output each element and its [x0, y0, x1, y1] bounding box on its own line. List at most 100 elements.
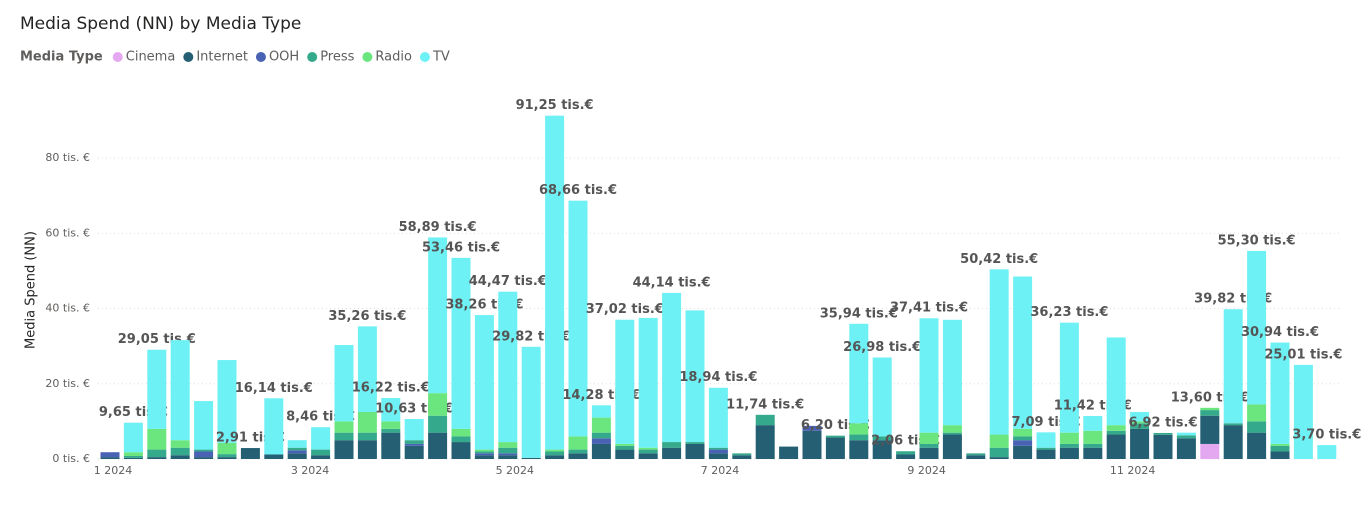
bar-segment	[170, 340, 190, 441]
bar-segment	[591, 438, 611, 444]
legend-swatch	[255, 52, 266, 62]
bar-segment	[1036, 449, 1056, 459]
bar-segment	[708, 449, 728, 454]
bar-segment	[217, 442, 237, 455]
bar-segment	[638, 449, 658, 454]
bar-segment	[685, 442, 705, 444]
bar-segment	[123, 457, 143, 459]
bar-segment	[334, 421, 354, 433]
total-label: 30,94 tis.€	[1241, 325, 1319, 340]
bar-segment	[381, 397, 401, 422]
bar-segment	[240, 448, 260, 459]
bar-segment	[989, 269, 1009, 435]
x-tick-label: 11 2024	[1110, 464, 1156, 477]
bar-segment	[662, 292, 682, 443]
bar-segment	[802, 425, 822, 431]
bar-segment	[685, 443, 705, 459]
bar-segment	[1317, 445, 1337, 459]
legend-label: Radio	[375, 50, 412, 65]
bar-segment	[755, 425, 775, 459]
bar-segment	[498, 447, 518, 454]
total-label: 16,22 tis.€	[352, 380, 430, 395]
bar-segment	[708, 453, 728, 459]
bar-segment	[287, 450, 307, 454]
bar-segment	[1270, 445, 1290, 452]
bar-segment	[1013, 436, 1033, 441]
bar-segment	[872, 440, 892, 459]
bar-segment	[1130, 428, 1150, 459]
bar-segment	[568, 453, 588, 459]
bar-segment	[498, 455, 518, 459]
bar-segment	[1059, 432, 1079, 444]
bar-segment	[100, 457, 120, 459]
bar-segment	[802, 430, 822, 459]
bar-segment	[381, 432, 401, 459]
bar-segment	[942, 432, 962, 435]
total-label: 25,01 tis.€	[1264, 347, 1342, 362]
bar-segment	[311, 427, 331, 450]
bar-segment	[591, 417, 611, 433]
bar-segment	[849, 440, 869, 459]
bar-segment	[545, 455, 565, 459]
bar-segment	[147, 349, 167, 429]
bar-segment	[311, 455, 331, 459]
bar-segment	[264, 398, 284, 455]
bar-segment	[123, 452, 143, 456]
bar-segment	[451, 436, 471, 443]
bar-segment	[311, 449, 331, 456]
y-tick-label: 80 tis. €	[45, 151, 90, 164]
bar-segment	[1083, 430, 1103, 444]
bar-segment	[779, 446, 799, 459]
bar-segment	[147, 449, 167, 458]
bar-segment	[498, 453, 518, 456]
bar-segment	[1083, 443, 1103, 448]
bar-segment	[1153, 432, 1173, 435]
bar-segment	[1223, 423, 1243, 426]
bar-segment	[849, 323, 869, 424]
total-label: 91,25 tis.€	[516, 98, 594, 113]
total-label: 53,46 tis.€	[422, 240, 500, 255]
bar-segment	[896, 451, 916, 455]
bar-segment	[1036, 447, 1056, 450]
total-label: 50,42 tis.€	[960, 252, 1038, 267]
bar-segment	[615, 449, 635, 459]
bar-segment	[428, 393, 448, 416]
bar-segment	[1106, 337, 1126, 426]
bar-segment	[170, 440, 190, 448]
bar-segment	[966, 455, 986, 459]
legend-title: Media Type	[20, 50, 103, 65]
bar-segment	[638, 317, 658, 448]
bar-segment	[966, 453, 986, 456]
bar-segment	[989, 434, 1009, 448]
bar-segment	[451, 428, 471, 437]
bar-segment	[1059, 322, 1079, 433]
x-tick-label: 9 2024	[907, 464, 946, 477]
bar-segment	[334, 432, 354, 441]
bar-segment	[872, 436, 892, 441]
bar-segment	[1247, 250, 1267, 405]
bar-segment	[1270, 443, 1290, 446]
bar-segment	[1013, 428, 1033, 437]
bar-segment	[615, 445, 635, 450]
total-label: 11,74 tis.€	[726, 397, 804, 412]
total-label: 37,02 tis.€	[586, 302, 664, 317]
bar-segment	[1247, 432, 1267, 459]
bar-segment	[217, 457, 237, 459]
bar-segment	[521, 346, 541, 458]
bar-segment	[357, 411, 377, 433]
bar-segment	[545, 451, 565, 456]
total-label: 44,47 tis.€	[469, 274, 547, 289]
bar-segment	[568, 200, 588, 437]
bar-segment	[1130, 421, 1150, 424]
bar-segment	[334, 344, 354, 422]
bar-segment	[451, 257, 471, 429]
legend-label: TV	[432, 50, 450, 65]
bar-segment	[170, 455, 190, 459]
bar-segment	[381, 428, 401, 433]
legend-label: Internet	[196, 50, 248, 65]
bar-segment	[474, 449, 494, 452]
total-label: 37,41 tis.€	[890, 301, 968, 316]
bar-segment	[708, 387, 728, 448]
bar-segment	[919, 318, 939, 433]
